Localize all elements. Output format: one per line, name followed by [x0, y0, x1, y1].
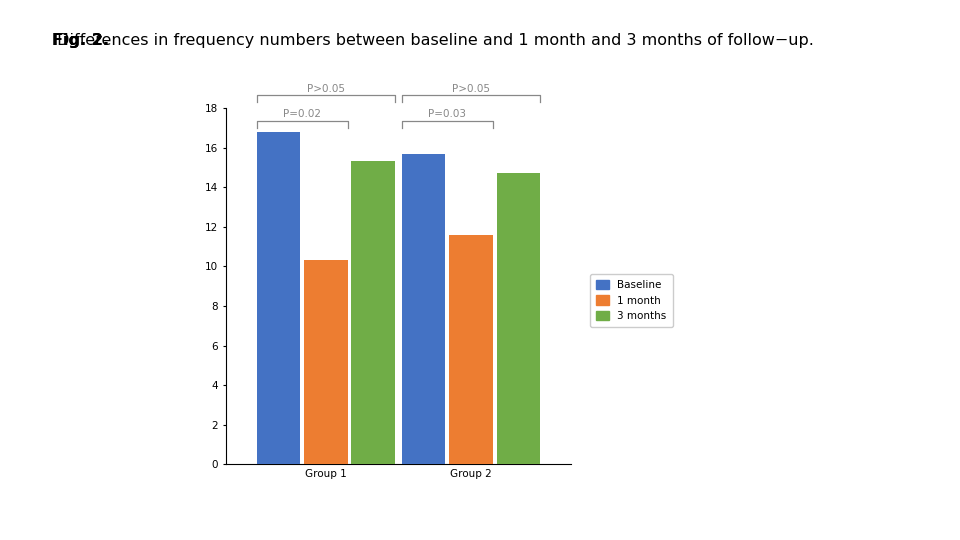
Bar [304, 260, 348, 464]
Text: Differences in frequency numbers between baseline and 1 month and 3 months of fo: Differences in frequency numbers between… [52, 33, 814, 48]
Bar [496, 173, 540, 464]
Text: P>0.05: P>0.05 [452, 84, 490, 93]
Text: Fig. 2.: Fig. 2. [52, 33, 108, 48]
Legend: Baseline, 1 month, 3 months: Baseline, 1 month, 3 months [590, 274, 673, 327]
Text: P=0.03: P=0.03 [428, 109, 467, 119]
Text: International Neurourology Journal 2012;16:41-46: International Neurourology Journal 2012;… [13, 123, 23, 417]
Bar [256, 132, 300, 464]
Text: P=0.02: P=0.02 [283, 109, 321, 119]
Text: Fig. 2. Differences in frequency numbers between baseline and 1 month and 3 mont: Fig. 2. Differences in frequency numbers… [52, 33, 862, 48]
Bar [449, 235, 492, 464]
Text: Fig. 2.: Fig. 2. [52, 33, 108, 48]
Text: P>0.05: P>0.05 [307, 84, 345, 93]
Bar [401, 153, 445, 464]
Bar [351, 161, 396, 464]
